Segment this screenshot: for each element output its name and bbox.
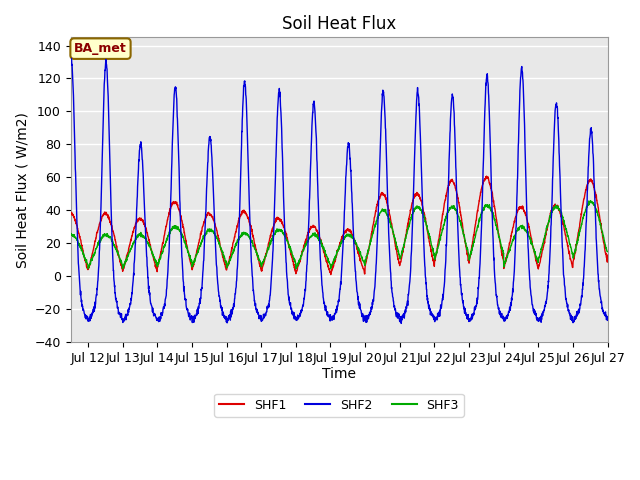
Title: Soil Heat Flux: Soil Heat Flux (282, 15, 396, 33)
Y-axis label: Soil Heat Flux ( W/m2): Soil Heat Flux ( W/m2) (15, 112, 29, 267)
Legend: SHF1, SHF2, SHF3: SHF1, SHF2, SHF3 (214, 394, 464, 417)
Text: BA_met: BA_met (74, 42, 127, 55)
X-axis label: Time: Time (322, 367, 356, 382)
